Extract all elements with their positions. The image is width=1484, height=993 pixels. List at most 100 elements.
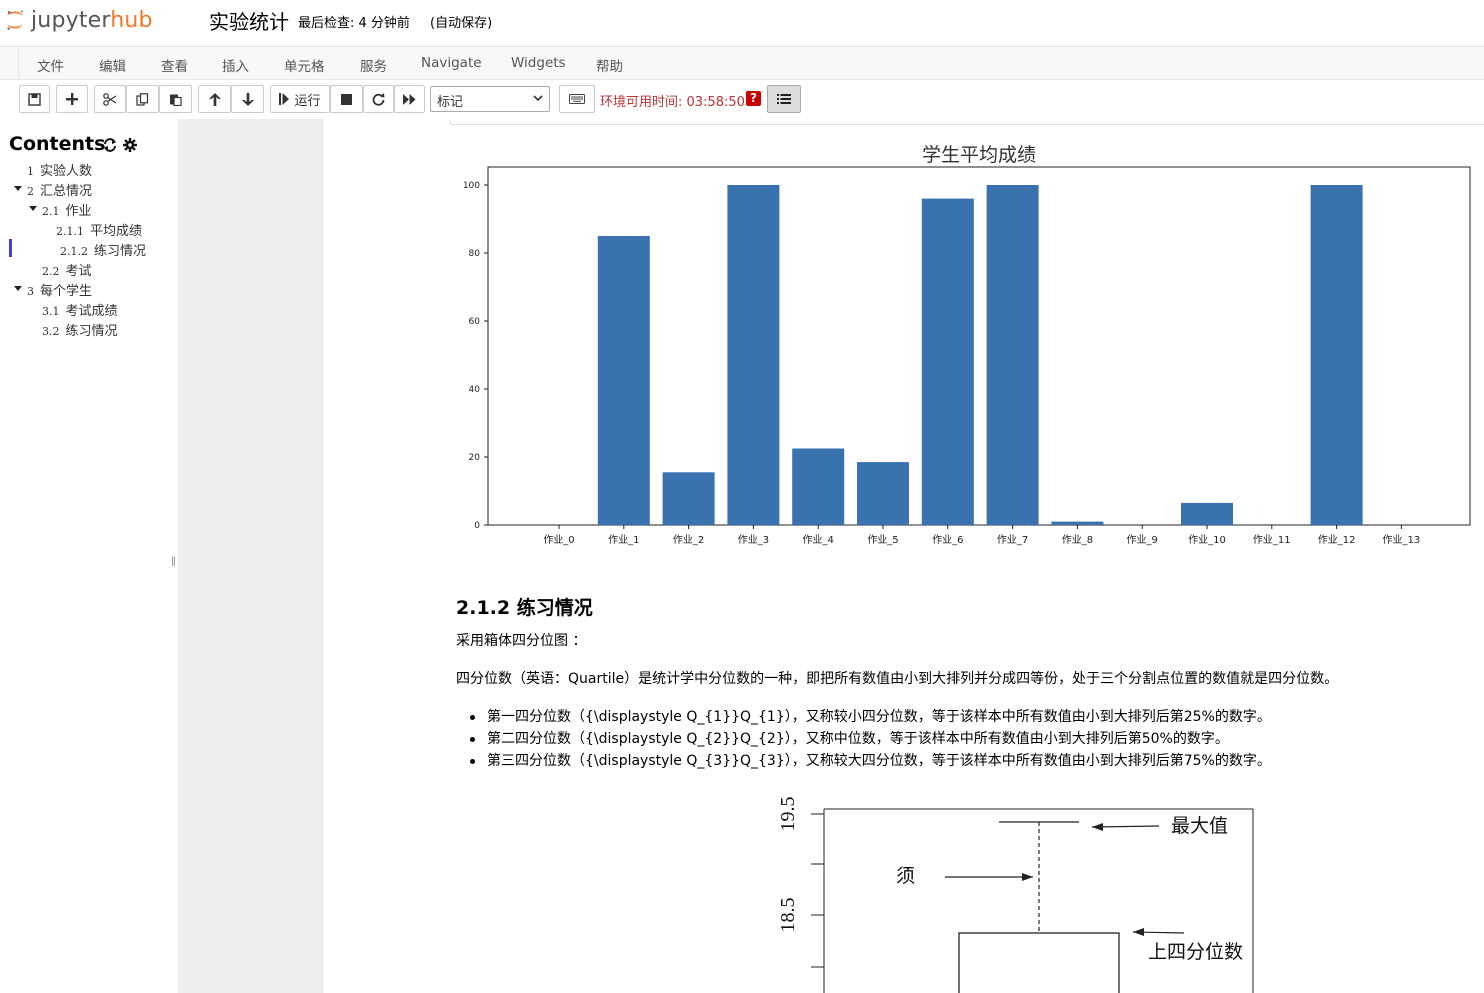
y-tick-label: 20	[469, 453, 481, 463]
menu-view[interactable]: 查看	[161, 59, 188, 75]
arrow-head-icon	[1022, 873, 1033, 881]
toc-item-3[interactable]: 3 每个学生	[27, 284, 93, 299]
y-tick-label: 80	[469, 249, 481, 259]
move-down-button[interactable]	[231, 85, 264, 113]
bar-作业_8	[1051, 521, 1104, 525]
toc-list-icon	[777, 94, 791, 104]
toc-item-1[interactable]: 1 实验人数	[27, 164, 93, 179]
copy-icon	[136, 92, 149, 106]
y-tick-label: 100	[463, 181, 480, 191]
toc-item-3-2[interactable]: 3.2 练习情况	[42, 324, 118, 339]
header: jupyterhub 实验统计 最后检查: 4 分钟前 (自动保存)	[0, 0, 1484, 46]
arrow-head-icon	[1092, 823, 1103, 831]
bar-作业_3	[727, 185, 780, 525]
gear-icon[interactable]	[123, 138, 137, 152]
cut-button[interactable]	[94, 85, 126, 113]
x-tick-label: 作业_2	[673, 534, 704, 546]
help-icon[interactable]: ?	[746, 91, 761, 106]
bar-作业_6	[921, 198, 974, 525]
sidebar-resize-handle[interactable]: ‖	[171, 556, 176, 567]
list-item: 第三四分位数（{\displaystyle Q_{3}}Q_{3}），又称较大四…	[456, 750, 1271, 772]
toc-item-2-1[interactable]: 2.1 作业	[42, 204, 92, 219]
toc-item-3-1[interactable]: 3.1 考试成绩	[42, 304, 118, 319]
restart-button[interactable]	[363, 85, 394, 113]
menu-kernel[interactable]: 服务	[360, 59, 387, 75]
list-item: 第二四分位数（{\displaystyle Q_{2}}Q_{2}），又称中位数…	[456, 728, 1271, 750]
arrow-up-icon	[208, 92, 221, 106]
command-palette-button[interactable]	[559, 85, 595, 113]
menu-help[interactable]: 帮助	[596, 59, 623, 75]
run-step-icon	[279, 93, 290, 105]
x-tick-label: 作业_10	[1188, 534, 1226, 546]
toc-item-2-1-2[interactable]: 2.1.2 练习情况	[60, 244, 147, 259]
x-tick-label: 作业_5	[867, 534, 898, 546]
fast-forward-icon	[403, 93, 416, 105]
y-tick-label: 60	[469, 317, 481, 327]
chart-x-axis: 作业_0 作业_1 作业_2 作业_3 作业_4 作业_5 作业_6 作业_7 作业_8 作业_9…	[543, 525, 1420, 546]
x-tick-label: 作业_12	[1318, 534, 1356, 546]
boxplot-box	[958, 932, 1120, 993]
bar-作业_12	[1310, 185, 1363, 525]
boxplot-figure: 19.5 18.5 最大值 须 上四分位数	[777, 797, 1254, 993]
quartile-list: 第一四分位数（{\displaystyle Q_{1}}Q_{1}），又称较小四…	[456, 706, 1271, 772]
insert-cell-button[interactable]	[56, 85, 88, 113]
toc-collapse-caret-3[interactable]	[14, 286, 22, 291]
label-whisker: 须	[896, 865, 915, 887]
bar-作业_7	[986, 185, 1039, 525]
cell-type-select[interactable]: 标记	[430, 86, 550, 112]
x-tick-label: 作业_4	[803, 534, 834, 546]
move-up-button[interactable]	[198, 85, 231, 113]
quartile-definition: 四分位数（英语：Quartile）是统计学中分位数的一种，即把所有数值由小到大排…	[456, 671, 1339, 687]
notebook-container[interactable]: 学生平均成绩 0 20 40 60 80 100 作业_0 作业_1 作业_2 作业_3 作业_4…	[322, 119, 1484, 993]
list-item: 第一四分位数（{\displaystyle Q_{1}}Q_{1}），又称较小四…	[456, 706, 1271, 728]
run-button[interactable]: 运行	[270, 85, 330, 113]
menu-cell[interactable]: 单元格	[284, 59, 325, 75]
notebook-gutter	[178, 119, 322, 993]
toc-toggle-button[interactable]	[767, 85, 801, 113]
intro-text: 采用箱体四分位图 ：	[456, 633, 587, 649]
restart-run-all-button[interactable]	[394, 85, 425, 113]
refresh-icon[interactable]	[103, 138, 117, 152]
interrupt-button[interactable]	[330, 85, 363, 113]
chart-bars	[597, 185, 1363, 525]
toc-collapse-caret-2-1[interactable]	[29, 206, 37, 211]
jupyter-logo-icon	[7, 10, 23, 30]
boxplot-ytick-top: 19.5	[777, 797, 799, 832]
y-tick-label: 0	[474, 521, 480, 531]
toc-title: Contents	[9, 133, 106, 155]
toc-item-2-1-1[interactable]: 2.1.1 平均成绩	[56, 224, 143, 239]
copy-button[interactable]	[126, 85, 159, 113]
save-icon	[28, 92, 41, 106]
arrow-head-icon	[1133, 928, 1144, 936]
paste-button[interactable]	[159, 85, 192, 113]
menu-insert[interactable]: 插入	[222, 59, 249, 75]
jupyterhub-logo[interactable]: jupyterhub	[4, 4, 153, 36]
bar-作业_5	[857, 462, 909, 525]
plus-icon	[66, 93, 78, 105]
bar-作业_4	[792, 448, 845, 525]
x-tick-label: 作业_11	[1253, 534, 1291, 546]
toc-item-2-2[interactable]: 2.2 考试	[42, 264, 92, 279]
toc-collapse-caret-2[interactable]	[14, 186, 22, 191]
logo-text: jupyterhub	[31, 7, 153, 33]
boxplot-ytick-mid: 18.5	[777, 898, 799, 933]
toc-item-2[interactable]: 2 汇总情况	[27, 184, 93, 199]
menu-edit[interactable]: 编辑	[99, 59, 126, 75]
chart-y-axis: 0 20 40 60 80 100	[463, 181, 488, 531]
environment-timer: 环境可用时间: 03:58:50	[600, 95, 745, 110]
previous-cell-edge	[450, 119, 1484, 125]
toc-active-marker	[9, 239, 12, 257]
save-button[interactable]	[19, 85, 50, 113]
label-upper-quartile: 上四分位数	[1148, 941, 1243, 963]
stop-icon	[341, 93, 352, 105]
x-tick-label: 作业_7	[997, 534, 1028, 546]
menu-navigate[interactable]: Navigate	[421, 55, 482, 71]
menubar-inner: 文件 编辑 查看 插入 单元格 服务 Navigate Widgets 帮助	[18, 47, 623, 80]
x-tick-label: 作业_8	[1062, 534, 1093, 546]
notebook-name[interactable]: 实验统计	[209, 10, 289, 34]
menu-widgets[interactable]: Widgets	[511, 55, 566, 71]
menu-file[interactable]: 文件	[37, 59, 64, 75]
run-label: 运行	[294, 93, 321, 109]
x-tick-label: 作业_1	[608, 534, 639, 546]
arrow-down-icon	[241, 92, 254, 106]
